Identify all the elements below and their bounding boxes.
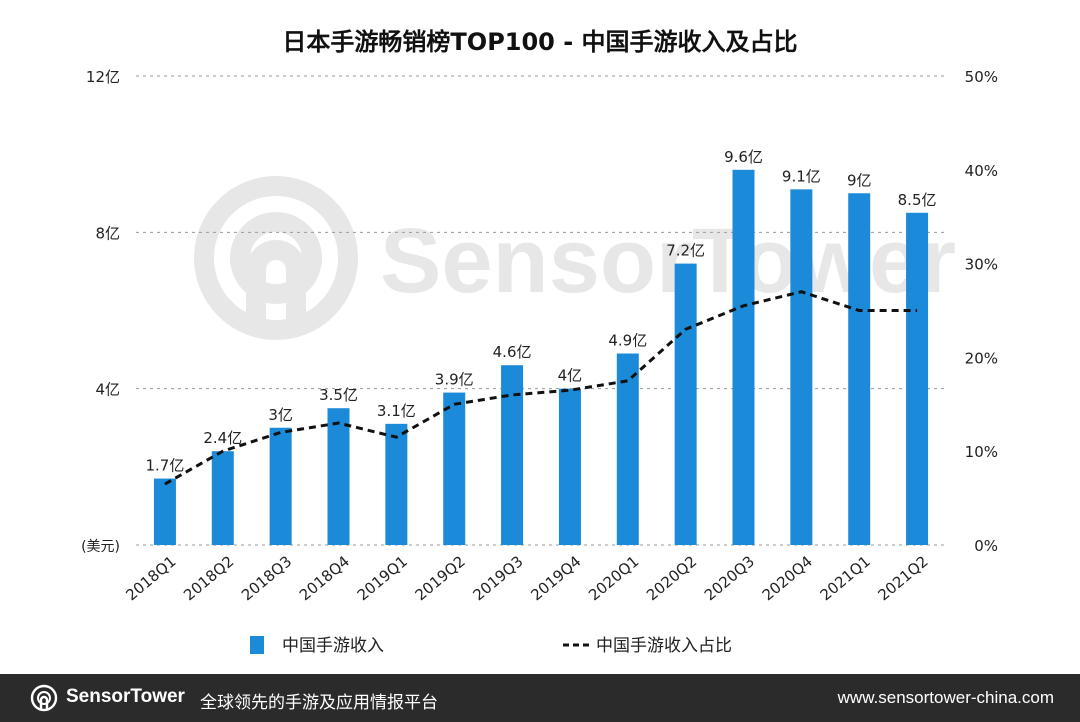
x-tick-label: 2019Q2 [412, 552, 469, 604]
x-tick-label: 2019Q1 [354, 552, 411, 604]
y-left-unit-label: (美元) [81, 539, 120, 555]
x-tick-label: 2020Q2 [643, 552, 700, 604]
bar [211, 451, 234, 545]
watermark-logo-icon [194, 176, 358, 340]
bar-data-label: 4亿 [558, 367, 583, 385]
bar [790, 189, 813, 545]
bar [385, 423, 408, 545]
x-tick-label: 2019Q3 [469, 552, 526, 604]
chart-svg: SensorTower 1.7亿 2.4亿 3亿 3.5亿 3.1亿 3.9亿 4.6亿 4亿… [81, 68, 998, 656]
x-tick-label: 2020Q1 [585, 552, 642, 604]
sensortower-logo-icon [30, 684, 58, 712]
footer-brand: SensorTower [66, 686, 185, 707]
y-right-tick-label: 10% [965, 443, 998, 461]
bar-data-label: 4.6亿 [493, 343, 532, 361]
legend-bar-label: 中国手游收入 [282, 636, 384, 656]
y-right-tick-label: 30% [965, 256, 998, 274]
y-left-tick-label: 4亿 [95, 381, 120, 399]
bar [501, 365, 524, 545]
bar [906, 212, 929, 545]
x-tick-label: 2020Q4 [759, 552, 816, 604]
y-left-tick-label: 12亿 [86, 68, 120, 86]
y-right-tick-label: 20% [965, 349, 998, 367]
bar-data-label: 3.9亿 [435, 371, 474, 389]
x-tick-label: 2018Q1 [122, 552, 179, 604]
bar-data-label: 3亿 [268, 406, 293, 424]
bar-data-label: 1.7亿 [145, 457, 184, 475]
x-tick-label: 2021Q1 [817, 552, 874, 604]
bar [443, 392, 466, 545]
legend-line-label: 中国手游收入占比 [596, 636, 732, 656]
y-right-tick-label: 0% [974, 537, 998, 555]
share-line [164, 290, 918, 486]
bar-data-label: 9亿 [847, 171, 872, 189]
watermark: SensorTower [194, 176, 956, 340]
bar [848, 193, 871, 545]
y-right-tick-label: 40% [965, 162, 998, 180]
labels-layer: 1.7亿 2.4亿 3亿 3.5亿 3.1亿 3.9亿 4.6亿 4亿 4.9亿 7.2亿 9.6亿… [145, 148, 936, 475]
legend-bar-swatch [250, 636, 264, 654]
x-tick-label: 2019Q4 [527, 552, 584, 604]
bar [674, 263, 697, 545]
footer: SensorTower 全球领先的手游及应用情报平台 www.sensortow… [0, 674, 1080, 722]
y-right-tick-label: 50% [965, 68, 998, 86]
bar-data-label: 4.9亿 [608, 331, 647, 349]
x-tick-label: 2021Q2 [874, 552, 931, 604]
bar-data-label: 9.6亿 [724, 148, 763, 166]
chart-title: 日本手游畅销榜TOP100 - 中国手游收入及占比 [282, 28, 798, 56]
bar [558, 388, 581, 545]
footer-url[interactable]: www.sensortower-china.com [837, 688, 1054, 707]
bar-data-label: 3.5亿 [319, 386, 358, 404]
line-layer [164, 290, 918, 486]
bar [616, 353, 639, 545]
bar-data-label: 2.4亿 [203, 429, 242, 447]
bar-data-label: 8.5亿 [898, 191, 937, 209]
bars-layer [153, 169, 929, 546]
x-tick-label: 2018Q4 [296, 552, 353, 604]
bar-data-label: 3.1亿 [377, 402, 416, 420]
y-left-tick-label: 8亿 [95, 224, 120, 242]
bar [269, 427, 292, 545]
bar [732, 169, 755, 546]
bar [153, 478, 176, 545]
x-tick-label: 2018Q2 [180, 552, 237, 604]
footer-tagline: 全球领先的手游及应用情报平台 [200, 693, 438, 713]
x-tick-label: 2018Q3 [238, 552, 295, 604]
legend-layer: 中国手游收入 中国手游收入占比 [250, 636, 732, 656]
x-tick-label: 2020Q3 [701, 552, 758, 604]
bar [327, 408, 350, 545]
bar-data-label: 7.2亿 [666, 242, 705, 260]
bar-data-label: 9.1亿 [782, 167, 821, 185]
